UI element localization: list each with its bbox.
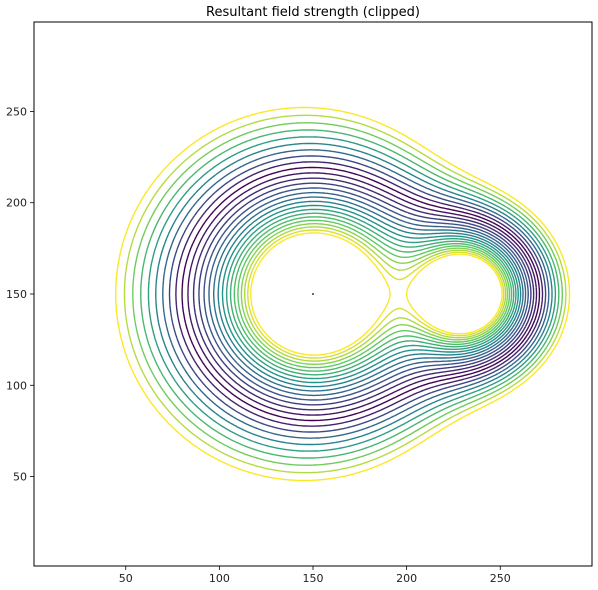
contour-line bbox=[132, 122, 563, 466]
y-tick-label: 200 bbox=[6, 197, 27, 210]
y-tick-label: 100 bbox=[6, 379, 27, 392]
contour-line bbox=[233, 216, 513, 372]
contour-line bbox=[162, 149, 550, 439]
contour-line bbox=[203, 187, 529, 401]
x-tick-label: 200 bbox=[396, 572, 417, 585]
x-tick-label: 150 bbox=[303, 572, 324, 585]
contour-line bbox=[213, 196, 524, 392]
contour-line bbox=[221, 204, 519, 384]
contour-line bbox=[250, 232, 503, 356]
x-tick-label: 100 bbox=[209, 572, 230, 585]
contour-line bbox=[115, 106, 571, 482]
x-tick-label: 250 bbox=[490, 572, 511, 585]
y-tick-label: 50 bbox=[13, 471, 27, 484]
y-tick-label: 250 bbox=[6, 105, 27, 118]
contour-line bbox=[147, 136, 557, 452]
contour-line bbox=[247, 229, 505, 359]
contour-line bbox=[237, 219, 511, 369]
contour-line bbox=[175, 161, 544, 427]
contour-line bbox=[187, 172, 538, 416]
x-tick-label: 50 bbox=[119, 572, 133, 585]
contour-line bbox=[244, 226, 507, 362]
contour-line bbox=[240, 223, 509, 365]
chart-title: Resultant field strength (clipped) bbox=[206, 5, 420, 20]
contour-line bbox=[217, 200, 522, 388]
y-axis: 50 100 150 200 250 bbox=[6, 105, 34, 484]
contour-line bbox=[198, 182, 532, 406]
contour-line bbox=[168, 155, 547, 433]
contour-line bbox=[123, 114, 567, 474]
contour-line bbox=[208, 191, 527, 397]
y-tick-label: 150 bbox=[6, 288, 27, 301]
contour-line bbox=[140, 129, 560, 459]
x-axis: 50 100 150 200 250 bbox=[119, 566, 511, 585]
contour-line bbox=[229, 212, 515, 376]
contour-line bbox=[225, 208, 517, 380]
contour-line bbox=[181, 166, 541, 422]
contour-line bbox=[192, 177, 535, 411]
contour-lines bbox=[115, 106, 571, 482]
contour-line bbox=[155, 142, 553, 446]
